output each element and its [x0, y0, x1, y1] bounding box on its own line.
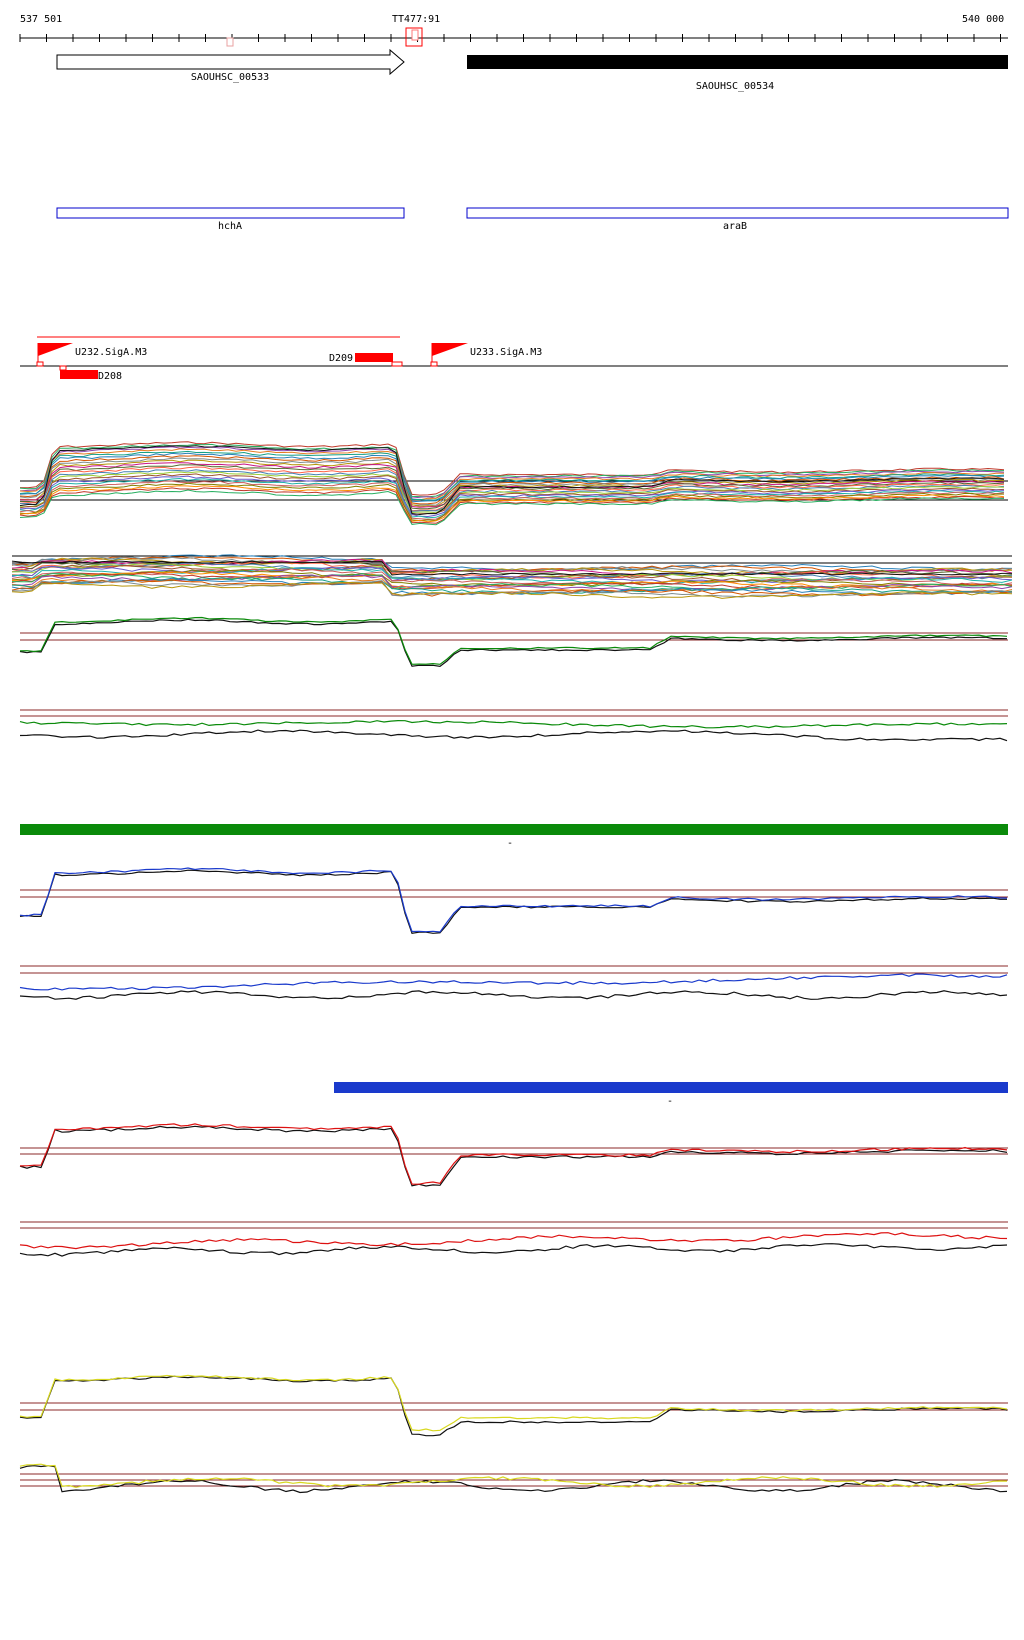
series-line	[19, 441, 1005, 496]
ruler-marker-label: TT477:91	[392, 14, 440, 25]
series-line	[11, 582, 1013, 599]
series-line	[19, 455, 1005, 505]
series-line	[19, 473, 1005, 516]
series-line	[19, 452, 1005, 503]
series-line	[19, 1125, 1008, 1187]
promoter-flag	[432, 343, 468, 356]
expression-panel-multi-1	[19, 441, 1008, 526]
ruler-terminator-inner	[411, 29, 419, 41]
series-line	[19, 1232, 1008, 1250]
expression-panel-red-1	[19, 1123, 1008, 1187]
series-line	[19, 729, 1008, 742]
series-line	[19, 867, 1008, 933]
series-line	[19, 446, 1005, 499]
series-line	[19, 471, 1005, 514]
series-line	[19, 990, 1008, 1000]
element-d209[interactable]: D209	[329, 353, 403, 367]
series-line	[11, 580, 1013, 598]
series-line	[19, 464, 1005, 510]
segment-green[interactable]: -	[20, 824, 1008, 849]
annotation-arab[interactable]: araB	[466, 207, 1009, 232]
promoter-u233[interactable]: U233.SigA.M3	[430, 343, 542, 367]
series-line	[19, 1243, 1008, 1257]
series-line	[19, 1374, 1008, 1432]
series-line	[19, 475, 1005, 518]
element-label: D208	[98, 371, 122, 382]
element-bar	[355, 353, 393, 362]
ruler-ticks	[19, 34, 1001, 42]
gene-saouhsc-00534[interactable]: SAOUHSC_00534	[467, 55, 1008, 92]
promoter-foot	[430, 361, 438, 367]
element-d208[interactable]: D208	[59, 365, 122, 382]
segment-bar	[334, 1082, 1008, 1093]
series-line	[19, 469, 1005, 512]
ruler-start-label: 537 501	[20, 14, 62, 25]
expression-panel-blue-2	[19, 965, 1008, 1000]
annotation-box	[466, 207, 1009, 219]
expression-panel-green-1	[19, 616, 1008, 668]
series-line	[19, 616, 1008, 665]
series-line	[19, 448, 1005, 501]
series-line	[19, 485, 1005, 523]
series-line	[19, 1463, 1008, 1489]
series-line	[19, 719, 1008, 729]
ruler-terminator-marker[interactable]	[405, 27, 423, 47]
series-line	[11, 560, 1012, 576]
promoter-label: U232.SigA.M3	[75, 347, 147, 358]
series-line	[19, 462, 1005, 508]
annotation-label: hchA	[218, 221, 242, 232]
series-line	[19, 445, 1005, 516]
element-bar	[60, 370, 98, 379]
series-line	[19, 1465, 1008, 1494]
series-line	[19, 869, 1007, 934]
expression-panel-red-2	[19, 1221, 1008, 1257]
ruler-end-label: 540 000	[962, 14, 1004, 25]
annotation-track: hchA araB	[56, 207, 1009, 232]
segment-label: -	[507, 838, 513, 849]
annotation-label: araB	[723, 221, 747, 232]
ruler-small-marker	[226, 37, 234, 47]
series-line	[19, 459, 1005, 507]
gene-saouhsc-00533[interactable]: SAOUHSC_00533	[56, 48, 405, 83]
gene-track: SAOUHSC_00533 SAOUHSC_00534	[56, 48, 1008, 92]
annotation-box	[56, 207, 405, 219]
series-line	[11, 567, 1013, 585]
element-foot	[391, 361, 403, 367]
annotation-hcha[interactable]: hchA	[56, 207, 405, 232]
series-line	[19, 443, 1005, 498]
expression-panel-yellow-1	[19, 1374, 1008, 1437]
promoter-foot	[36, 361, 44, 367]
gene-label: SAOUHSC_00534	[696, 81, 774, 92]
series-line	[19, 480, 1005, 520]
promoter-flag	[38, 343, 73, 356]
expression-panel-green-2	[19, 709, 1008, 742]
position-ruler: 537 501 TT477:91 540 000	[19, 14, 1008, 47]
series-line	[19, 1123, 1008, 1185]
regulatory-track: U232.SigA.M3 D208 D209 U233.SigA.M3	[20, 336, 1008, 382]
expression-panel-yellow-2	[19, 1463, 1008, 1494]
gene-arrow-shape	[56, 48, 405, 76]
segment-label: -	[667, 1096, 673, 1107]
gene-filled-bar	[467, 55, 1008, 69]
series-line	[19, 450, 1005, 501]
series-line	[19, 477, 1005, 519]
element-label: D209	[329, 353, 353, 364]
gene-label: SAOUHSC_00533	[191, 72, 269, 83]
series-line	[19, 1375, 1008, 1437]
expression-panel-multi-2	[11, 554, 1013, 599]
segment-bar	[20, 824, 1008, 835]
expression-panel-blue-1	[19, 867, 1008, 934]
element-foot	[59, 365, 67, 371]
series-line	[19, 466, 1005, 512]
promoter-u232[interactable]: U232.SigA.M3	[36, 343, 147, 367]
promoter-label: U233.SigA.M3	[470, 347, 542, 358]
series-line	[19, 489, 1005, 526]
segment-blue[interactable]: -	[334, 1082, 1008, 1107]
series-line	[19, 618, 1008, 668]
series-line	[19, 973, 1008, 991]
